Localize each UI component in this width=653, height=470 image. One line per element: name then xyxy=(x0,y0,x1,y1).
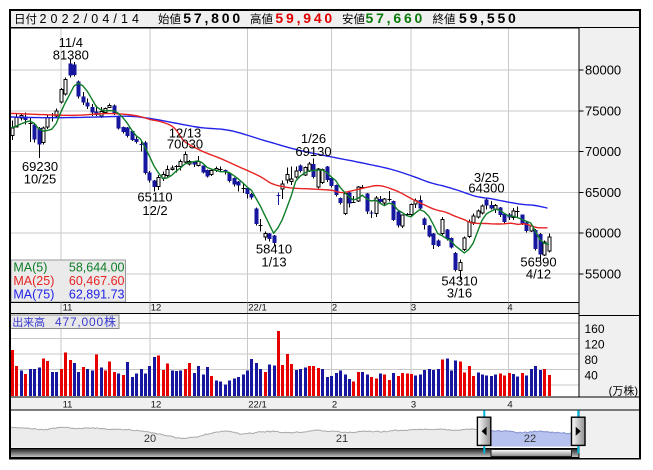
svg-text:58410: 58410 xyxy=(256,241,292,256)
svg-text:12/13: 12/13 xyxy=(169,126,202,141)
svg-text:56590: 56590 xyxy=(520,255,556,270)
svg-text:(万株): (万株) xyxy=(609,384,638,398)
svg-text:始値: 始値 xyxy=(158,12,181,26)
svg-text:58,644.00: 58,644.00 xyxy=(69,260,125,274)
svg-text:12: 12 xyxy=(151,303,162,314)
svg-text:21: 21 xyxy=(336,433,348,445)
svg-text:2022/04/14: 2022/04/14 xyxy=(40,12,144,26)
svg-text:57,660: 57,660 xyxy=(366,10,426,26)
svg-text:65000: 65000 xyxy=(585,185,621,200)
svg-text:1/26: 1/26 xyxy=(301,131,326,146)
svg-text:11/4: 11/4 xyxy=(59,35,83,50)
svg-text:80000: 80000 xyxy=(585,63,621,78)
svg-text:59,940: 59,940 xyxy=(275,10,335,26)
svg-text:11: 11 xyxy=(63,399,73,410)
svg-text:10/25: 10/25 xyxy=(24,172,57,187)
svg-text:59,550: 59,550 xyxy=(459,10,519,26)
svg-text:477,000株: 477,000株 xyxy=(55,314,117,329)
svg-text:3/25: 3/25 xyxy=(474,170,499,185)
svg-text:22/1: 22/1 xyxy=(248,303,267,314)
svg-text:4: 4 xyxy=(507,303,512,314)
svg-text:MA(5): MA(5) xyxy=(13,260,47,274)
svg-text:安値: 安値 xyxy=(342,12,365,26)
svg-text:終値: 終値 xyxy=(433,12,456,26)
svg-text:22/1: 22/1 xyxy=(248,399,267,410)
svg-text:2: 2 xyxy=(332,303,337,314)
svg-text:55000: 55000 xyxy=(585,267,621,282)
svg-text:62,891.73: 62,891.73 xyxy=(69,288,125,302)
svg-text:4: 4 xyxy=(507,399,512,410)
svg-text:20: 20 xyxy=(144,433,156,445)
svg-text:60,467.60: 60,467.60 xyxy=(69,274,125,288)
svg-text:4/12: 4/12 xyxy=(526,267,551,282)
svg-text:70000: 70000 xyxy=(585,144,621,159)
svg-text:81380: 81380 xyxy=(53,48,89,63)
svg-text:60000: 60000 xyxy=(585,226,621,241)
svg-text:高値: 高値 xyxy=(250,12,273,26)
svg-text:22: 22 xyxy=(524,433,536,445)
svg-text:54310: 54310 xyxy=(441,274,477,289)
svg-text:120: 120 xyxy=(585,338,605,352)
svg-text:日付: 日付 xyxy=(14,13,37,26)
svg-text:12/2: 12/2 xyxy=(142,203,167,218)
svg-text:3: 3 xyxy=(411,303,416,314)
svg-text:12: 12 xyxy=(151,399,162,410)
svg-text:57,800: 57,800 xyxy=(183,10,243,26)
svg-text:11: 11 xyxy=(63,303,73,314)
svg-text:2: 2 xyxy=(332,399,337,410)
svg-text:65110: 65110 xyxy=(137,190,172,205)
svg-text:MA(25): MA(25) xyxy=(13,274,54,288)
svg-text:MA(75): MA(75) xyxy=(13,288,54,302)
svg-text:40: 40 xyxy=(585,368,599,382)
svg-text:69130: 69130 xyxy=(295,144,331,159)
svg-text:3: 3 xyxy=(411,399,416,410)
svg-text:3/16: 3/16 xyxy=(447,286,472,301)
svg-text:1/13: 1/13 xyxy=(261,255,286,270)
svg-text:70030: 70030 xyxy=(167,137,203,152)
svg-text:160: 160 xyxy=(585,322,605,336)
svg-text:75000: 75000 xyxy=(585,103,621,118)
svg-text:69230: 69230 xyxy=(22,159,58,174)
svg-text:出来高: 出来高 xyxy=(12,315,45,329)
svg-text:80: 80 xyxy=(585,353,599,367)
svg-text:64300: 64300 xyxy=(468,181,504,196)
